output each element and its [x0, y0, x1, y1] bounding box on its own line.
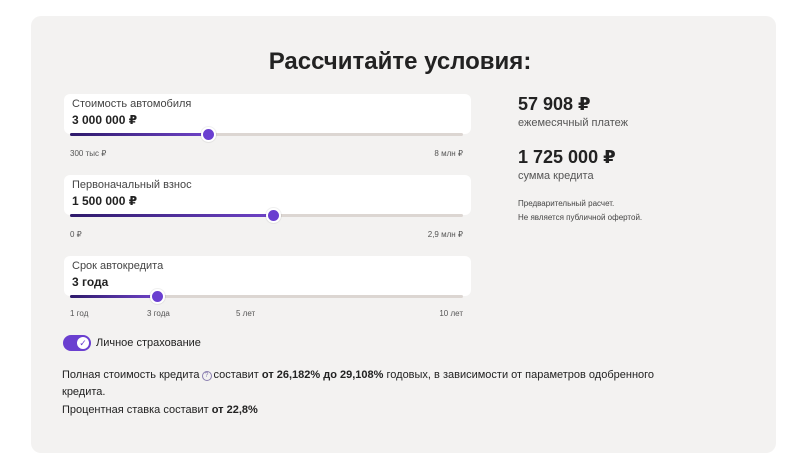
insurance-toggle[interactable]: ✓ — [63, 335, 91, 351]
car-price-value[interactable]: 3 000 000 ₽ — [72, 113, 138, 127]
full-cost-range: от 26,182% до 29,108% — [261, 369, 384, 381]
interest-rate-value: от 22,8% — [211, 404, 258, 416]
down-payment-min-tick: 0 ₽ — [70, 230, 82, 239]
full-cost-info: Полная стоимость кредита? составит от 26,… — [62, 367, 742, 401]
down-payment-label: Первоначальный взнос — [72, 179, 192, 191]
full-cost-verb: составит — [213, 369, 259, 381]
loan-term-tick-5-years[interactable]: 5 лет — [236, 309, 256, 318]
question-icon[interactable]: ? — [201, 371, 212, 381]
loan-term-tick-10-years[interactable]: 10 лет — [439, 309, 463, 318]
car-price-max-tick: 8 млн ₽ — [434, 149, 463, 158]
full-cost-suffix-line-2: кредита. — [62, 386, 106, 398]
loan-amount-value: 1 725 000 ₽ — [518, 147, 616, 167]
loan-term-value[interactable]: 3 года — [72, 275, 109, 289]
full-cost-suffix: годовых, в зависимости от параметров одо… — [386, 369, 655, 381]
interest-rate-info: Процентная ставка составит от 22,8% — [62, 402, 742, 419]
full-cost-label: Полная стоимость кредита — [62, 369, 200, 381]
car-price-slider-fill — [70, 133, 208, 136]
down-payment-slider-fill — [70, 214, 274, 217]
car-price-min-tick: 300 тыс ₽ — [70, 149, 107, 158]
monthly-payment-value: 57 908 ₽ — [518, 94, 591, 114]
insurance-toggle-label[interactable]: Личное страхование — [96, 337, 201, 349]
interest-rate-label: Процентная ставка составит — [62, 404, 209, 416]
down-payment-slider-thumb[interactable] — [266, 208, 282, 223]
loan-term-label: Срок автокредита — [72, 260, 164, 272]
check-icon: ✓ — [77, 337, 89, 349]
page-title: Рассчитайте условия: — [268, 48, 532, 75]
down-payment-slider[interactable] — [70, 208, 463, 223]
car-price-slider-thumb[interactable] — [200, 127, 216, 142]
loan-term-slider-fill — [70, 295, 158, 298]
disclaimer-line-2: Не является публичной офертой. — [518, 213, 643, 222]
down-payment-max-tick: 2,9 млн ₽ — [427, 230, 463, 239]
disclaimer-line-1: Предварительный расчет. — [518, 199, 615, 208]
car-price-slider[interactable] — [70, 127, 463, 142]
loan-term-tick-1-year[interactable]: 1 год — [70, 309, 89, 318]
loan-term-slider-thumb[interactable] — [150, 289, 166, 304]
loan-amount-label: сумма кредита — [518, 170, 594, 182]
down-payment-value[interactable]: 1 500 000 ₽ — [72, 194, 138, 208]
disclaimer: Предварительный расчет. Не является публ… — [518, 197, 642, 225]
monthly-payment-label: ежемесячный платеж — [518, 117, 629, 129]
loan-term-field[interactable]: Срок автокредита 3 года — [64, 256, 471, 296]
down-payment-field[interactable]: Первоначальный взнос 1 500 000 ₽ — [64, 175, 471, 215]
calculator-card — [31, 16, 776, 453]
car-price-label: Стоимость автомобиля — [72, 98, 192, 110]
loan-term-slider[interactable] — [70, 289, 463, 304]
car-price-field[interactable]: Стоимость автомобиля 3 000 000 ₽ — [64, 94, 471, 134]
loan-term-tick-3-years[interactable]: 3 года — [147, 309, 170, 318]
